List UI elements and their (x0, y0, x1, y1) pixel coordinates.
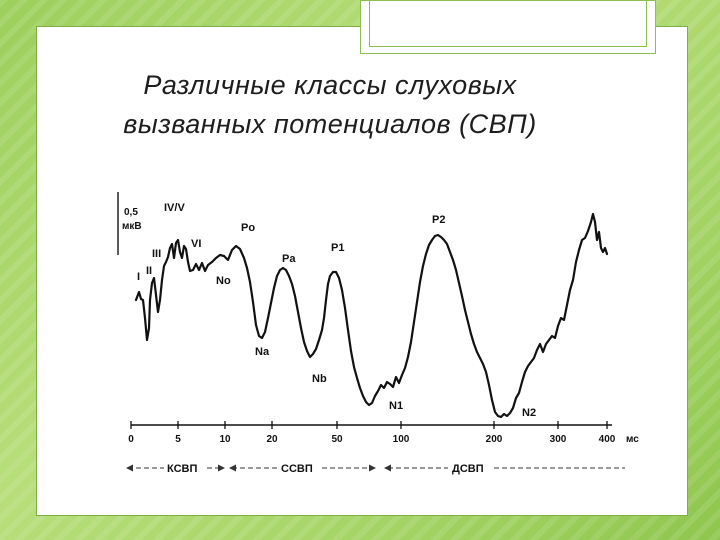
scale-value: 0,5 (124, 207, 138, 218)
peak-label-II: II (146, 265, 152, 277)
peak-label-IV-V: IV/V (164, 202, 185, 214)
decorative-tab-inner (369, 1, 647, 47)
peak-label-Nb: Nb (312, 373, 327, 385)
x-tick-label: 400 (599, 434, 616, 445)
peak-label-P2: P2 (432, 214, 445, 226)
peak-label-P1: P1 (331, 242, 344, 254)
x-axis-ticks (130, 421, 608, 429)
decorative-tab (360, 0, 656, 54)
slide-title: Различные классы слуховых вызванных поте… (60, 66, 600, 144)
peak-label-Pa: Pa (282, 253, 296, 265)
peak-label-N2: N2 (522, 407, 536, 419)
waveform-trace (134, 212, 609, 419)
slide-panel (36, 26, 688, 516)
x-tick-label: 200 (486, 434, 503, 445)
x-tick-label: 100 (393, 434, 410, 445)
band-label-ksvp: КСВП (167, 463, 197, 475)
peak-label-Na: Na (255, 346, 270, 358)
x-tick-label: 50 (331, 434, 343, 445)
scale-unit: мкВ (122, 221, 142, 232)
peak-label-VI: VI (191, 238, 201, 250)
band-label-ssvp: ССВП (281, 463, 313, 475)
band-arrows (126, 464, 391, 472)
peak-label-I: I (137, 271, 140, 283)
peak-label-No: No (216, 275, 231, 287)
x-tick-label: 300 (550, 434, 567, 445)
peak-label-Po: Po (241, 222, 255, 234)
band-label-dsvp: ДСВП (452, 463, 484, 475)
title-line-1: Различные классы слуховых (143, 70, 517, 100)
x-tick-label: 20 (266, 434, 278, 445)
x-tick-label: 10 (219, 434, 231, 445)
peak-label-III: III (152, 248, 161, 260)
x-axis-unit: мс (626, 434, 639, 445)
title-line-2: вызванных потенциалов (СВП) (123, 109, 537, 139)
peak-label-N1: N1 (389, 400, 403, 412)
x-tick-label: 5 (175, 434, 181, 445)
x-tick-label: 0 (128, 434, 134, 445)
